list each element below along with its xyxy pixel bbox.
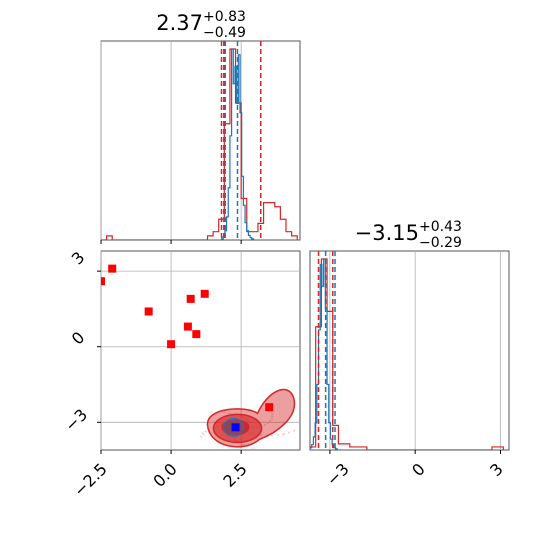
joint-sample-point <box>287 432 290 434</box>
joint-sample-point <box>270 434 273 437</box>
tick-marks <box>97 240 501 454</box>
marginal-x-hist-blue <box>220 48 256 240</box>
joint-red-marker <box>167 340 176 349</box>
marginal-y-hist-red <box>310 258 504 450</box>
marginal-x-hist-red <box>101 48 298 240</box>
joint-sample-point <box>222 411 225 414</box>
joint-sample-point <box>270 420 272 423</box>
marginal-x-histograms <box>101 41 298 240</box>
joint-sample-point <box>242 443 245 446</box>
joint-sample-point <box>199 435 202 437</box>
marginal-y-histograms <box>310 251 504 450</box>
joint-sample-point <box>276 434 279 436</box>
joint-x-tick-labels: −2.5 0.0 2.5 <box>70 459 251 500</box>
joint-sample-point <box>271 415 274 418</box>
joint-best-fit-marker <box>231 423 240 432</box>
joint-sample-point <box>281 433 284 436</box>
joint-sample-point <box>260 434 263 437</box>
marginal-y-frame <box>309 250 510 451</box>
joint-red-marker <box>101 277 105 286</box>
marginal-x-title-minus: −0.49 <box>203 25 246 41</box>
joint-y-tick-label: 3 <box>68 248 89 269</box>
joint-x-tick-label: −2.5 <box>70 459 111 500</box>
marginal-x-title-plus: +0.83 <box>203 9 246 25</box>
grid-lines <box>100 41 501 450</box>
joint-sample-point <box>251 447 253 449</box>
joint-sample-point <box>201 432 204 434</box>
joint-red-marker <box>265 403 274 412</box>
joint-sample-point <box>264 424 266 426</box>
joint-scatter <box>101 264 296 449</box>
joint-x-tick-label: 2.5 <box>219 459 250 490</box>
joint-red-marker <box>200 289 209 298</box>
marginal-y-title: −3.15 +0.43 −0.29 <box>355 219 462 251</box>
joint-y-tick-label: 0 <box>68 328 89 349</box>
marginal-y-x-tick-label: −3 <box>323 459 353 489</box>
joint-sample-point <box>271 418 274 421</box>
marginal-y-x-tick-label: 0 <box>408 459 429 480</box>
joint-sample-point <box>272 413 275 416</box>
joint-sample-point <box>270 410 273 413</box>
joint-sample-point <box>224 411 226 414</box>
joint-sample-point <box>230 412 233 414</box>
marginal-x-title: 2.37 +0.83 −0.49 <box>156 9 246 41</box>
joint-sample-point <box>267 422 269 425</box>
joint-sample-point <box>211 411 213 413</box>
marginal-y-title-minus: −0.29 <box>419 235 462 251</box>
joint-sample-point <box>229 412 231 414</box>
joint-sample-point <box>293 430 295 432</box>
marginal-y-hist-blue <box>310 258 341 450</box>
joint-sample-point <box>241 443 243 446</box>
marginal-y-x-tick-label: 3 <box>486 459 507 480</box>
joint-sample-point <box>271 413 273 415</box>
joint-sample-point <box>204 430 207 432</box>
joint-sample-point <box>253 447 255 449</box>
joint-x-tick-label: 0.0 <box>149 459 180 490</box>
marginal-x-title-value: 2.37 <box>156 11 203 35</box>
marginal-y-x-tick-labels: −3 0 3 <box>323 459 507 489</box>
joint-red-marker <box>183 322 192 331</box>
joint-red-marker <box>108 264 117 273</box>
joint-red-marker <box>144 307 153 316</box>
marginal-x-frame <box>100 40 301 241</box>
joint-sample-point <box>227 412 230 415</box>
joint-red-marker <box>186 294 195 303</box>
joint-y-tick-label: −3 <box>61 405 91 435</box>
marginal-y-title-value: −3.15 <box>355 221 419 245</box>
joint-sample-point <box>209 411 212 414</box>
joint-y-tick-labels: 3 0 −3 <box>61 248 91 435</box>
joint-red-marker <box>192 330 201 339</box>
marginal-y-title-plus: +0.43 <box>419 219 462 235</box>
